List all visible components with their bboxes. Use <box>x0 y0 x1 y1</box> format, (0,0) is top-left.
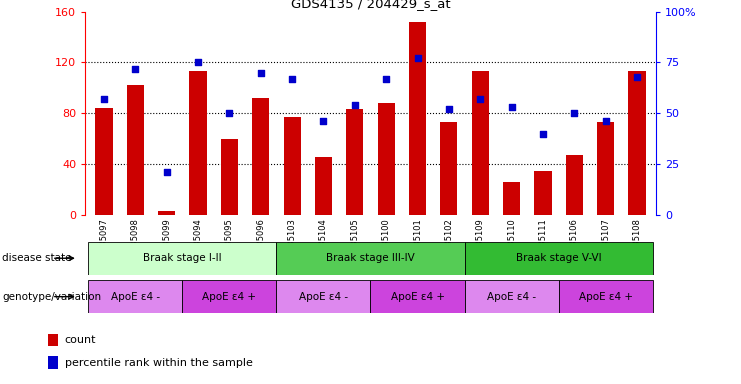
Bar <box>315 157 332 215</box>
Text: genotype/variation: genotype/variation <box>2 291 102 302</box>
Text: ApoE ε4 +: ApoE ε4 + <box>579 291 633 302</box>
Point <box>568 110 580 116</box>
Bar <box>252 98 270 215</box>
Point <box>286 76 298 82</box>
Point <box>98 96 110 102</box>
Text: Braak stage III-IV: Braak stage III-IV <box>326 253 415 263</box>
Bar <box>597 122 614 215</box>
Text: ApoE ε4 -: ApoE ε4 - <box>487 291 536 302</box>
Text: ApoE ε4 -: ApoE ε4 - <box>111 291 160 302</box>
Point <box>318 118 330 124</box>
Point <box>505 104 517 110</box>
Title: GDS4135 / 204429_s_at: GDS4135 / 204429_s_at <box>290 0 451 10</box>
Text: disease state: disease state <box>2 253 72 263</box>
Text: ApoE ε4 +: ApoE ε4 + <box>391 291 445 302</box>
Bar <box>503 182 520 215</box>
Point <box>443 106 455 112</box>
Bar <box>346 109 363 215</box>
Point <box>161 169 173 175</box>
Text: ApoE ε4 +: ApoE ε4 + <box>202 291 256 302</box>
Bar <box>559 280 653 313</box>
Text: ApoE ε4 -: ApoE ε4 - <box>299 291 348 302</box>
Bar <box>190 71 207 215</box>
Point <box>224 110 236 116</box>
Bar <box>565 155 583 215</box>
Bar <box>471 71 489 215</box>
Bar <box>628 71 645 215</box>
Bar <box>96 108 113 215</box>
Bar <box>284 117 301 215</box>
Bar <box>158 211 176 215</box>
Point <box>349 102 361 108</box>
Bar <box>182 280 276 313</box>
Point <box>411 55 423 61</box>
Bar <box>409 22 426 215</box>
Text: percentile rank within the sample: percentile rank within the sample <box>65 358 253 367</box>
Text: Braak stage I-II: Braak stage I-II <box>143 253 222 263</box>
Bar <box>221 139 238 215</box>
Bar <box>276 242 465 275</box>
Bar <box>48 356 58 369</box>
Point <box>474 96 486 102</box>
Bar <box>440 122 457 215</box>
Bar <box>370 280 465 313</box>
Bar <box>127 85 144 215</box>
Bar <box>534 170 551 215</box>
Point <box>537 131 549 137</box>
Bar <box>276 280 370 313</box>
Text: count: count <box>65 335 96 345</box>
Point <box>631 74 643 80</box>
Point <box>192 59 204 65</box>
Point <box>255 70 267 76</box>
Bar <box>465 242 653 275</box>
Text: Braak stage V-VI: Braak stage V-VI <box>516 253 602 263</box>
Bar <box>378 103 395 215</box>
Bar <box>465 280 559 313</box>
Bar <box>88 242 276 275</box>
Point <box>130 65 142 71</box>
Bar <box>48 334 58 346</box>
Point <box>380 76 392 82</box>
Point <box>599 118 611 124</box>
Bar <box>88 280 182 313</box>
